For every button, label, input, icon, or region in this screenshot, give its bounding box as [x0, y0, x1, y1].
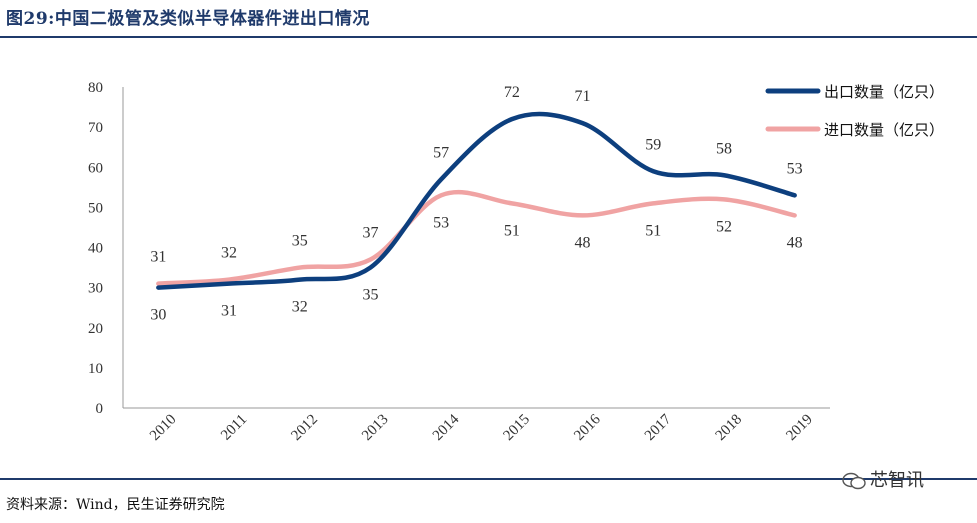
y-tick-label: 40	[88, 241, 103, 257]
y-axis: 0 10 20 30 40 50 60 70 80	[88, 80, 124, 417]
x-tick-label: 2013	[359, 411, 392, 444]
x-tick-label: 2015	[501, 411, 534, 444]
x-tick-label: 2010	[147, 411, 180, 444]
data-label-export: 72	[504, 84, 520, 101]
data-label-import: 51	[504, 222, 520, 239]
x-tick-label: 2011	[218, 411, 250, 443]
data-label-import: 32	[221, 245, 237, 262]
y-tick-label: 80	[88, 80, 103, 96]
data-label-import: 31	[150, 249, 166, 266]
data-label-import: 51	[645, 222, 661, 239]
title-divider	[0, 36, 977, 38]
x-tick-label: 2012	[288, 411, 321, 444]
y-tick-label: 60	[88, 160, 103, 176]
x-tick-label: 2018	[713, 411, 746, 444]
data-label-export: 31	[221, 303, 237, 320]
y-tick-label: 10	[88, 361, 103, 377]
x-axis: 2010 2011 2012 2013 2014 2015 2016 2017 2018 2019	[123, 407, 830, 444]
data-label-export: 30	[150, 307, 166, 324]
x-tick-label: 2019	[783, 411, 816, 444]
legend-label-export: 出口数量（亿只）	[824, 83, 944, 101]
page-title: 图29:中国二极管及类似半导体器件进出口情况	[6, 9, 370, 29]
data-label-export: 57	[433, 144, 449, 161]
data-label-import: 52	[716, 218, 732, 235]
y-tick-label: 70	[88, 120, 103, 136]
y-tick-label: 50	[88, 200, 103, 216]
series-line-export	[156, 111, 797, 290]
data-label-export: 59	[645, 136, 661, 153]
x-tick-label: 2016	[571, 411, 604, 444]
data-label-export: 32	[292, 299, 308, 316]
data-label-import: 48	[575, 234, 591, 251]
x-tick-label: 2017	[642, 411, 675, 444]
watermark-text: 芯智讯	[870, 470, 924, 491]
series-line-import	[156, 189, 797, 286]
legend: 出口数量（亿只） 进口数量（亿只）	[765, 83, 944, 139]
source-note: 资料来源：Wind，民生证券研究院	[6, 497, 225, 513]
footer-divider	[0, 478, 977, 480]
data-label-import: 48	[787, 234, 803, 251]
data-label-export: 58	[716, 140, 732, 157]
y-tick-label: 30	[88, 281, 103, 297]
y-tick-label: 0	[96, 401, 104, 417]
data-label-export: 71	[575, 88, 591, 105]
data-label-import: 35	[292, 233, 308, 250]
chat-bubbles-icon	[842, 472, 866, 490]
data-label-export: 35	[362, 287, 378, 304]
data-label-import: 53	[433, 214, 449, 231]
data-label-export: 53	[787, 160, 803, 177]
data-label-import: 37	[362, 225, 378, 242]
watermark: 芯智讯	[842, 466, 924, 492]
x-tick-label: 2014	[430, 411, 463, 444]
y-tick-label: 20	[88, 321, 103, 337]
legend-label-import: 进口数量（亿只）	[824, 121, 944, 139]
